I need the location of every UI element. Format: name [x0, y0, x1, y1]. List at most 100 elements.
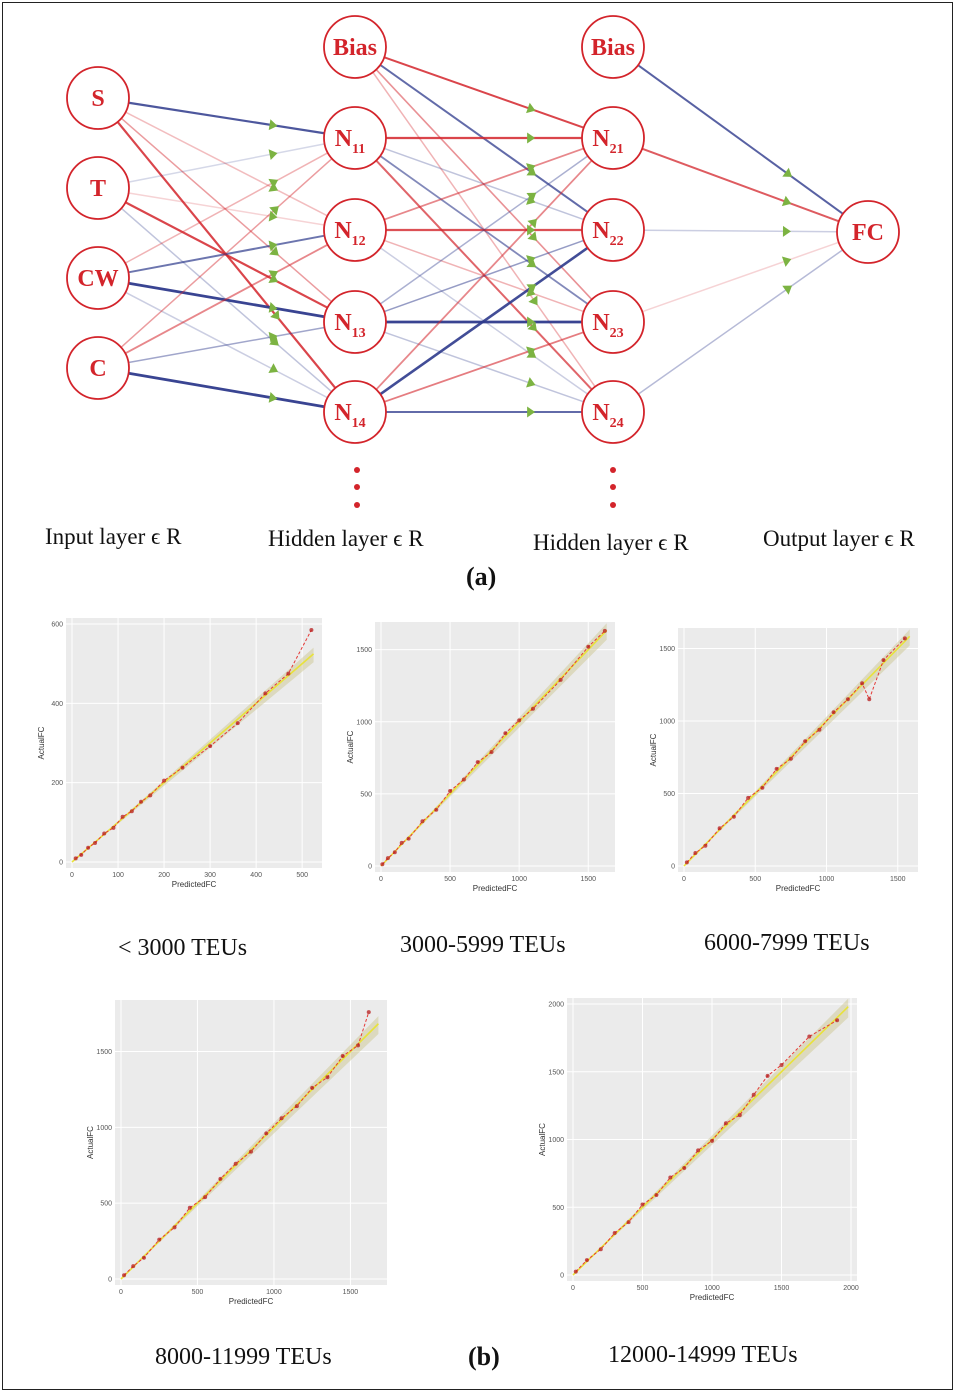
edge-h12-h23-arrowhead	[526, 377, 536, 388]
data-point-2-14	[867, 697, 872, 702]
data-point-1-16	[602, 628, 607, 633]
y-tick-3-3: 1500	[96, 1049, 112, 1056]
panel-label-b: (b)	[468, 1342, 500, 1371]
edge-in0-h11	[125, 111, 328, 217]
edge-in0-h12-arrowhead	[269, 246, 279, 256]
data-point-1-11	[503, 731, 508, 736]
input-node-label-3: C	[89, 356, 106, 382]
data-point-4-6	[654, 1193, 659, 1198]
edge-h11-h22-arrowhead	[526, 286, 536, 297]
data-point-0-9	[148, 793, 153, 798]
data-point-4-0	[573, 1269, 578, 1274]
edge-h10-h23-arrowhead	[527, 321, 537, 332]
hidden-layer-2-label: Hidden layer ϵ R	[533, 530, 689, 555]
data-point-3-11	[279, 1116, 284, 1121]
edge-in2-h11-arrowhead	[268, 240, 278, 252]
edge-h23-out	[637, 249, 844, 395]
data-point-0-1	[79, 852, 84, 857]
y-tick-3-2: 1000	[96, 1125, 112, 1132]
data-point-1-7	[448, 788, 453, 793]
data-point-3-5	[187, 1205, 192, 1210]
hidden2-node-label-0: N21	[592, 126, 623, 157]
y-tick-1-0: 0	[368, 864, 372, 871]
x-axis-title-2: PredictedFC	[776, 884, 821, 893]
data-point-0-15	[286, 671, 291, 676]
data-point-2-9	[803, 739, 808, 744]
y-tick-0-3: 600	[51, 622, 63, 629]
y-tick-4-2: 1000	[548, 1137, 564, 1144]
edge-h12-h22-arrowhead	[527, 316, 536, 328]
bias-node-label-1: Bias	[333, 35, 377, 61]
data-point-3-1	[131, 1264, 136, 1269]
x-tick-4-3: 1500	[774, 1285, 790, 1292]
edge-in3-h13-arrowhead	[268, 391, 278, 403]
data-point-4-4	[626, 1220, 631, 1225]
continuation-dot-1-2	[610, 502, 616, 508]
x-tick-4-2: 1000	[704, 1285, 720, 1292]
data-point-0-16	[309, 627, 314, 632]
y-tick-0-2: 400	[51, 701, 63, 708]
x-axis-title-1: PredictedFC	[473, 884, 518, 893]
actual-line-2	[686, 637, 906, 863]
edge-in2-h10	[124, 152, 329, 264]
edge-h10-h20-arrowhead	[527, 132, 536, 144]
data-point-3-15	[340, 1054, 345, 1059]
x-tick-1-2: 1000	[511, 876, 527, 883]
data-point-0-4	[102, 831, 107, 836]
actual-line-3	[123, 1011, 370, 1276]
data-point-3-4	[172, 1225, 177, 1230]
data-point-2-15	[881, 658, 886, 663]
data-point-2-6	[760, 785, 765, 790]
edge-h23-out-arrowhead	[782, 285, 792, 295]
data-point-0-5	[111, 825, 116, 830]
data-point-2-4	[731, 814, 736, 819]
y-axis-title-0: ActualFC	[37, 726, 46, 759]
y-tick-4-1: 500	[552, 1205, 564, 1212]
edge-in3-h13	[128, 371, 325, 409]
x-tick-4-1: 500	[637, 1285, 649, 1292]
data-point-3-3	[157, 1237, 162, 1242]
network-nodes: S T CW C N11 N12 N13 N14 N21 N22 N23 N24 Bias Bias FC	[66, 15, 900, 508]
network-arrowheads	[268, 102, 793, 418]
data-point-3-9	[249, 1149, 253, 1154]
data-point-1-6	[434, 807, 439, 812]
edge-in2-h10-arrowhead	[268, 178, 279, 189]
hidden1-node-label-2: N13	[334, 310, 365, 341]
plot-panel-3	[115, 1000, 387, 1285]
confidence-band-1	[381, 623, 607, 866]
edge-in3-h10-arrowhead	[269, 206, 279, 216]
edge-in2-h13-arrowhead	[268, 363, 279, 374]
edge-in3-h11-arrowhead	[268, 270, 279, 280]
data-point-1-9	[475, 760, 480, 765]
hidden-layer-1-label: Hidden layer ϵ R	[268, 526, 424, 551]
data-point-4-13	[751, 1092, 756, 1097]
x-tick-4-4: 2000	[843, 1285, 859, 1292]
scatter-chart-3: 0 500 1000 1500 0 500 1000 1500 PredictedFC Actua…	[86, 1000, 387, 1306]
x-tick-2-3: 1500	[890, 876, 906, 883]
data-point-4-12	[737, 1113, 742, 1118]
data-point-2-13	[860, 681, 865, 686]
edge-h20-out-arrowhead	[781, 195, 792, 207]
edge-bias2-out-arrowhead	[782, 167, 793, 177]
x-tick-3-2: 1000	[266, 1289, 282, 1296]
edge-bias1-h20-arrowhead	[526, 102, 536, 114]
hidden1-node-label-0: N11	[335, 126, 366, 157]
edge-h13-h23-arrowhead	[527, 406, 536, 418]
data-point-1-0	[380, 862, 385, 867]
x-tick-1-0: 0	[379, 876, 383, 883]
x-tick-0-0: 0	[70, 872, 74, 879]
bias-node-label-2: Bias	[591, 35, 635, 61]
data-point-2-10	[817, 727, 822, 732]
data-point-0-7	[129, 809, 134, 814]
data-point-3-17	[366, 1010, 371, 1015]
data-point-2-12	[845, 697, 850, 702]
y-tick-2-3: 1500	[659, 646, 675, 653]
y-axis-title-4: ActualFC	[538, 1123, 547, 1156]
edge-bias1-h23-arrowhead	[528, 295, 538, 306]
scatter-chart-4: 0 500 1000 1500 2000 0 500 1000 1500 2000 Predicte…	[538, 998, 859, 1302]
data-point-4-2	[598, 1247, 603, 1252]
data-point-3-6	[203, 1195, 208, 1200]
x-tick-2-0: 0	[682, 876, 686, 883]
scatter-chart-1: 0 500 1000 1500 0 500 1000 1500 PredictedFC Actua…	[346, 622, 615, 893]
